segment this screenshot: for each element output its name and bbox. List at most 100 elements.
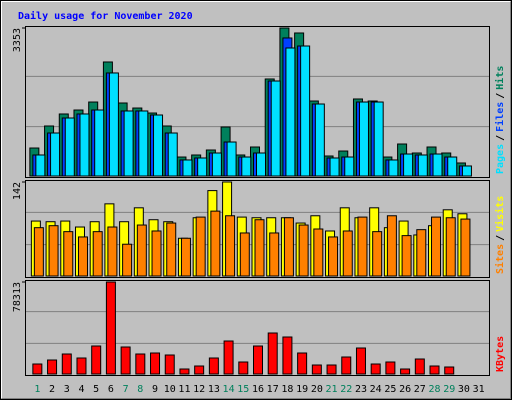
bar: [329, 157, 340, 177]
bar: [197, 157, 208, 177]
legend: Pages / Files / Hits: [494, 66, 506, 174]
bar: [300, 45, 311, 177]
bar: [138, 110, 149, 177]
bar: [285, 47, 296, 177]
legend-separator: /: [495, 235, 506, 241]
bar: [94, 109, 105, 177]
x-tick-label: 9: [152, 384, 158, 395]
x-tick-label: 16: [252, 384, 264, 395]
bar: [385, 361, 396, 375]
bar: [135, 353, 146, 375]
bar: [225, 215, 236, 277]
bar: [223, 340, 234, 375]
bar: [107, 226, 118, 277]
bar: [256, 152, 266, 177]
bar: [92, 231, 103, 277]
bar: [355, 347, 366, 375]
bar: [120, 346, 131, 375]
x-tick-label: 13: [208, 384, 220, 395]
bar: [151, 230, 162, 277]
bar: [326, 364, 337, 375]
legend-separator: /: [495, 93, 506, 99]
bar: [447, 156, 458, 177]
legend: KBytes: [495, 336, 506, 372]
bar: [239, 232, 250, 277]
legend: Sites / Visits: [494, 196, 506, 274]
bar: [194, 365, 205, 375]
x-tick-label: 8: [137, 384, 143, 395]
bar: [328, 236, 339, 277]
bar: [241, 156, 252, 177]
bar: [180, 237, 191, 277]
x-tick-label: 28: [428, 384, 440, 395]
bar: [297, 352, 308, 375]
legend-entry: Files: [494, 102, 506, 132]
x-tick-label: 12: [193, 384, 205, 395]
bar: [445, 217, 456, 277]
bar: [416, 229, 427, 277]
x-tick-label: 11: [178, 384, 190, 395]
bar: [153, 114, 164, 177]
bar: [342, 230, 353, 277]
bar: [63, 231, 74, 277]
legend-entry: Hits: [494, 66, 506, 90]
bar: [136, 224, 147, 277]
bar: [344, 156, 355, 177]
bar: [311, 364, 322, 375]
bar: [370, 363, 381, 375]
bar: [401, 235, 412, 277]
bar: [431, 216, 442, 277]
bar: [400, 368, 411, 375]
y-tick-label: 78313: [12, 282, 23, 312]
x-tick-label: 14: [223, 384, 235, 395]
bar: [79, 113, 90, 177]
bar: [35, 154, 46, 177]
bar: [373, 101, 384, 177]
bar: [253, 345, 263, 375]
bar: [211, 152, 222, 177]
bar: [386, 215, 397, 277]
x-tick-label: 1: [34, 384, 40, 395]
bar: [33, 227, 44, 277]
bar: [283, 217, 294, 277]
y-tick-label: 3353: [12, 28, 23, 52]
chart-title: Daily usage for November 2020: [18, 10, 193, 22]
bar: [77, 236, 88, 277]
bar: [313, 228, 324, 277]
bar: [432, 153, 443, 177]
legend-entry: KBytes: [495, 336, 506, 372]
bar: [91, 345, 102, 375]
bar: [48, 225, 59, 277]
legend-entry: Sites: [494, 244, 506, 274]
bar: [167, 132, 178, 177]
bar: [429, 365, 440, 375]
x-tick-label: 2: [49, 384, 55, 395]
x-tick-label: 10: [164, 384, 176, 395]
bar: [238, 361, 249, 375]
bar: [388, 159, 399, 177]
bar: [64, 117, 75, 177]
bar: [208, 357, 219, 375]
bar: [298, 224, 309, 277]
bar: [226, 141, 237, 177]
x-tick-label: 27: [414, 384, 426, 395]
bar: [166, 222, 177, 277]
x-tick-label: 30: [458, 384, 470, 395]
bar: [179, 368, 190, 375]
x-tick-label: 6: [108, 384, 114, 395]
x-tick-label: 5: [93, 384, 99, 395]
bar: [357, 216, 368, 277]
bar: [417, 154, 428, 177]
bar: [164, 354, 175, 375]
x-tick-label: 20: [311, 384, 323, 395]
bar: [61, 353, 72, 375]
bar: [122, 243, 133, 277]
bar: [150, 352, 161, 375]
bar: [282, 336, 293, 375]
bar: [267, 332, 278, 375]
bar: [372, 231, 383, 277]
